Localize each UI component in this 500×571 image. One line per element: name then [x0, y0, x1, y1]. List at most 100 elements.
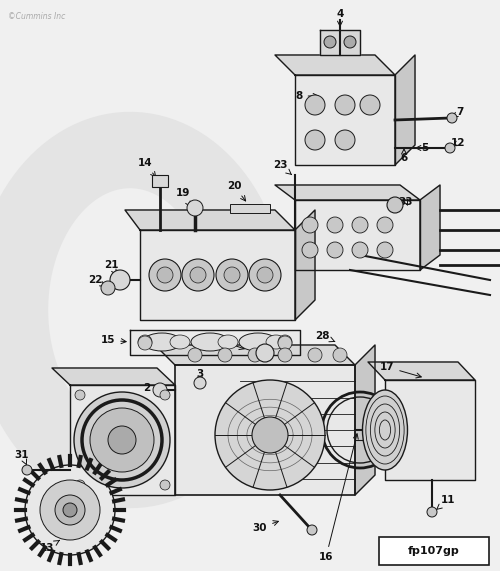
- Text: 10: 10: [48, 493, 62, 509]
- Polygon shape: [130, 330, 300, 355]
- Circle shape: [324, 36, 336, 48]
- Polygon shape: [175, 365, 355, 495]
- Polygon shape: [355, 345, 375, 495]
- Circle shape: [308, 348, 322, 362]
- Text: 23: 23: [273, 160, 291, 175]
- Circle shape: [224, 267, 240, 283]
- Text: 16: 16: [319, 434, 358, 562]
- Polygon shape: [275, 185, 420, 200]
- Text: 19: 19: [176, 188, 190, 207]
- Circle shape: [182, 259, 214, 291]
- Circle shape: [153, 383, 167, 397]
- Text: 31: 31: [15, 450, 29, 465]
- Polygon shape: [295, 210, 315, 320]
- Circle shape: [160, 390, 170, 400]
- Circle shape: [278, 336, 292, 350]
- Circle shape: [55, 495, 85, 525]
- Circle shape: [215, 380, 325, 490]
- Ellipse shape: [362, 390, 408, 470]
- Circle shape: [427, 507, 437, 517]
- Ellipse shape: [239, 333, 277, 351]
- Ellipse shape: [143, 333, 181, 351]
- Text: 24: 24: [0, 570, 1, 571]
- Circle shape: [138, 336, 152, 350]
- Circle shape: [278, 348, 292, 362]
- Text: 25: 25: [0, 570, 1, 571]
- Text: 11: 11: [436, 495, 455, 510]
- Text: 3: 3: [196, 369, 203, 382]
- Circle shape: [249, 259, 281, 291]
- Circle shape: [377, 242, 393, 258]
- Ellipse shape: [191, 333, 229, 351]
- Circle shape: [160, 480, 170, 490]
- Circle shape: [194, 377, 206, 389]
- Polygon shape: [125, 210, 295, 230]
- Circle shape: [25, 465, 115, 555]
- Circle shape: [74, 392, 170, 488]
- Circle shape: [360, 95, 380, 115]
- Circle shape: [22, 465, 32, 475]
- Circle shape: [445, 143, 455, 153]
- Circle shape: [190, 267, 206, 283]
- Circle shape: [302, 217, 318, 233]
- Circle shape: [352, 242, 368, 258]
- Circle shape: [75, 390, 85, 400]
- Circle shape: [327, 217, 343, 233]
- Circle shape: [387, 197, 403, 213]
- Circle shape: [352, 217, 368, 233]
- Circle shape: [47, 502, 63, 518]
- Circle shape: [218, 348, 232, 362]
- Circle shape: [252, 417, 288, 453]
- Circle shape: [278, 335, 292, 349]
- Circle shape: [307, 525, 317, 535]
- Polygon shape: [70, 385, 175, 495]
- Circle shape: [149, 259, 181, 291]
- Text: 27: 27: [362, 412, 378, 425]
- Text: 13: 13: [40, 540, 60, 553]
- Text: 9: 9: [152, 455, 164, 465]
- Text: fp107gp: fp107gp: [408, 546, 460, 556]
- Circle shape: [157, 267, 173, 283]
- Text: 15: 15: [101, 335, 126, 345]
- Text: 14: 14: [138, 158, 156, 177]
- Text: 8: 8: [296, 91, 318, 101]
- Circle shape: [305, 130, 325, 150]
- Polygon shape: [295, 200, 420, 270]
- Polygon shape: [385, 380, 475, 480]
- Text: 6: 6: [400, 149, 407, 163]
- Circle shape: [108, 426, 136, 454]
- Text: 17: 17: [380, 362, 422, 378]
- Circle shape: [216, 259, 248, 291]
- Text: 7: 7: [453, 107, 464, 118]
- Text: 22: 22: [88, 275, 106, 287]
- Circle shape: [377, 217, 393, 233]
- Circle shape: [40, 480, 100, 540]
- Text: 4: 4: [336, 9, 344, 26]
- Text: 2: 2: [144, 383, 163, 393]
- Circle shape: [110, 270, 130, 290]
- Circle shape: [63, 503, 77, 517]
- Circle shape: [188, 348, 202, 362]
- Circle shape: [248, 348, 262, 362]
- Polygon shape: [275, 55, 395, 75]
- Bar: [152, 175, 168, 187]
- Text: 18: 18: [211, 335, 244, 349]
- Text: 20: 20: [227, 181, 246, 201]
- Circle shape: [256, 344, 274, 362]
- Polygon shape: [295, 75, 395, 165]
- Ellipse shape: [170, 335, 190, 349]
- Text: 26: 26: [299, 399, 317, 409]
- Circle shape: [187, 200, 203, 216]
- Text: 21: 21: [104, 260, 118, 275]
- Polygon shape: [320, 30, 360, 55]
- Text: 1: 1: [0, 570, 1, 571]
- Text: 33: 33: [399, 197, 413, 207]
- Circle shape: [335, 95, 355, 115]
- FancyBboxPatch shape: [379, 537, 489, 565]
- Polygon shape: [368, 362, 475, 380]
- Ellipse shape: [266, 335, 286, 349]
- Circle shape: [327, 242, 343, 258]
- Polygon shape: [395, 55, 415, 165]
- Text: ©Cummins Inc: ©Cummins Inc: [8, 12, 66, 21]
- Bar: [230, 204, 270, 213]
